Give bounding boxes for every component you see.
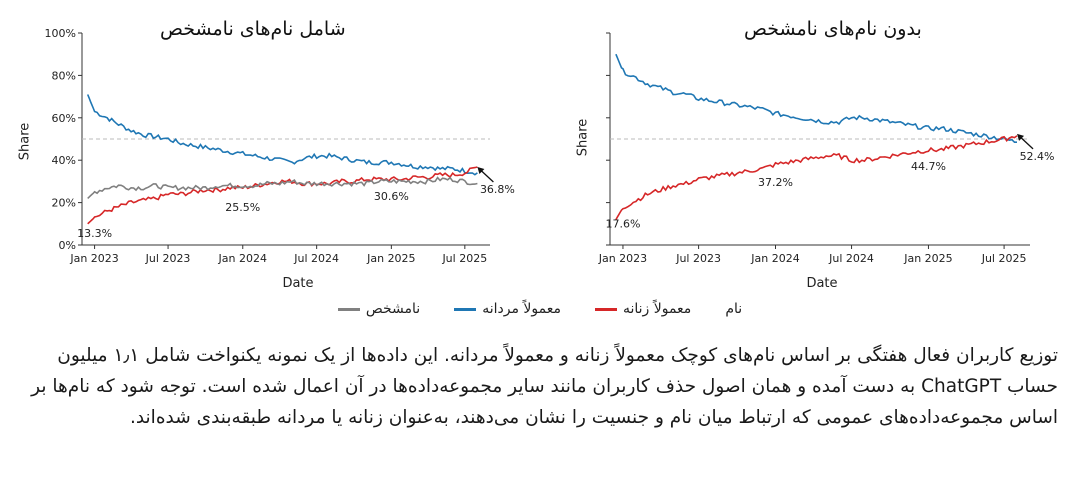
annotation-label: 30.6% [374,190,409,203]
y-tick-label: 100% [45,27,76,40]
x-tick-label: Jul 2025 [981,252,1027,265]
x-tick-label: Jul 2023 [145,252,191,265]
annotation-label: 52.4% [1020,150,1055,163]
annotation-label: 25.5% [225,201,260,214]
legend-swatch-male [454,307,477,311]
x-tick-label: Jan 2025 [366,252,415,265]
series-line-نامشخص [87,176,478,199]
series-line-معمولاً-مردانه [86,94,478,176]
legend-label-unknown: نامشخص [365,301,421,317]
annotation-label: 17.6% [605,218,640,231]
figure-caption: توزیع کاربران فعال هفتگی بر اساس نام‌های… [31,345,1058,428]
x-tick-label: Jan 2024 [218,252,267,265]
x-tick-label: Jan 2023 [69,252,118,265]
legend-title-text: نام [725,301,743,317]
legend-item-male: معمولاً مردانه [454,301,561,317]
chart-left: 0% 20% 40% 60% 80% 100% Jan 2023 Jul 2023 Jan 20… [45,27,1055,291]
series-line-معمولاً-زنانه [615,135,1018,221]
x-tick-label: Jul 2023 [675,252,721,265]
x-tick-label: Jan 2023 [598,252,647,265]
legend-label-male: معمولاً مردانه [482,301,561,317]
annotation-label: 37.2% [758,176,793,189]
series-line-معمولاً-مردانه [615,53,1017,143]
legend-item-female: معمولاً زنانه [594,301,692,317]
y-tick-label: 0% [59,239,76,252]
legend-swatch-unknown [337,307,360,311]
legend: نام معمولاً زنانه معمولاً مردانه نامشخص [0,296,1080,322]
annotation-label: 36.8% [480,183,515,196]
x-tick-label: Jul 2025 [441,252,487,265]
chart-title-left: شامل نام‌های نامشخص [160,18,346,40]
y-tick-label: 80% [52,69,76,82]
charts-area: شامل نام‌های نامشخص بدون نام‌های نامشخص … [17,18,1055,291]
x-axis-label: Date [806,276,837,291]
annotation-label: 13.3% [77,227,112,240]
x-tick-label: Jul 2024 [828,252,874,265]
annotation-arrowhead [477,166,485,174]
x-tick-label: Jan 2025 [903,252,952,265]
legend-title: نام [725,301,742,317]
y-tick-label: 60% [52,112,76,125]
series-line-معمولاً-زنانه [87,166,478,225]
annotation-arrowhead [1017,133,1025,141]
y-tick-label: 40% [52,154,76,167]
legend-item-unknown: نامشخص [337,301,421,317]
annotation-label: 44.7% [911,160,946,173]
x-tick-label: Jan 2024 [750,252,799,265]
chart-title-right: بدون نام‌های نامشخص [744,18,922,40]
y-tick-label: 20% [52,197,76,210]
legend-swatch-female [594,307,617,311]
legend-label-female: معمولاً زنانه [622,301,692,317]
x-tick-label: Jul 2024 [293,252,339,265]
x-axis-label: Date [282,276,313,291]
